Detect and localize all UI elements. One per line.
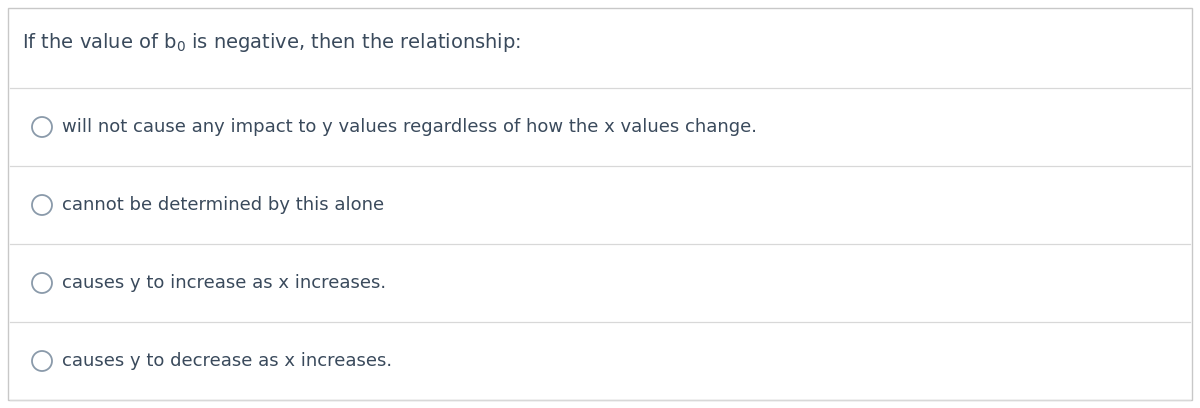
Text: If the value of $\mathregular{b_0}$ is negative, then the relationship:: If the value of $\mathregular{b_0}$ is n… — [22, 31, 521, 53]
Text: will not cause any impact to y values regardless of how the x values change.: will not cause any impact to y values re… — [62, 118, 757, 136]
Text: cannot be determined by this alone: cannot be determined by this alone — [62, 196, 384, 214]
Text: causes y to decrease as x increases.: causes y to decrease as x increases. — [62, 352, 392, 370]
Text: causes y to increase as x increases.: causes y to increase as x increases. — [62, 274, 386, 292]
